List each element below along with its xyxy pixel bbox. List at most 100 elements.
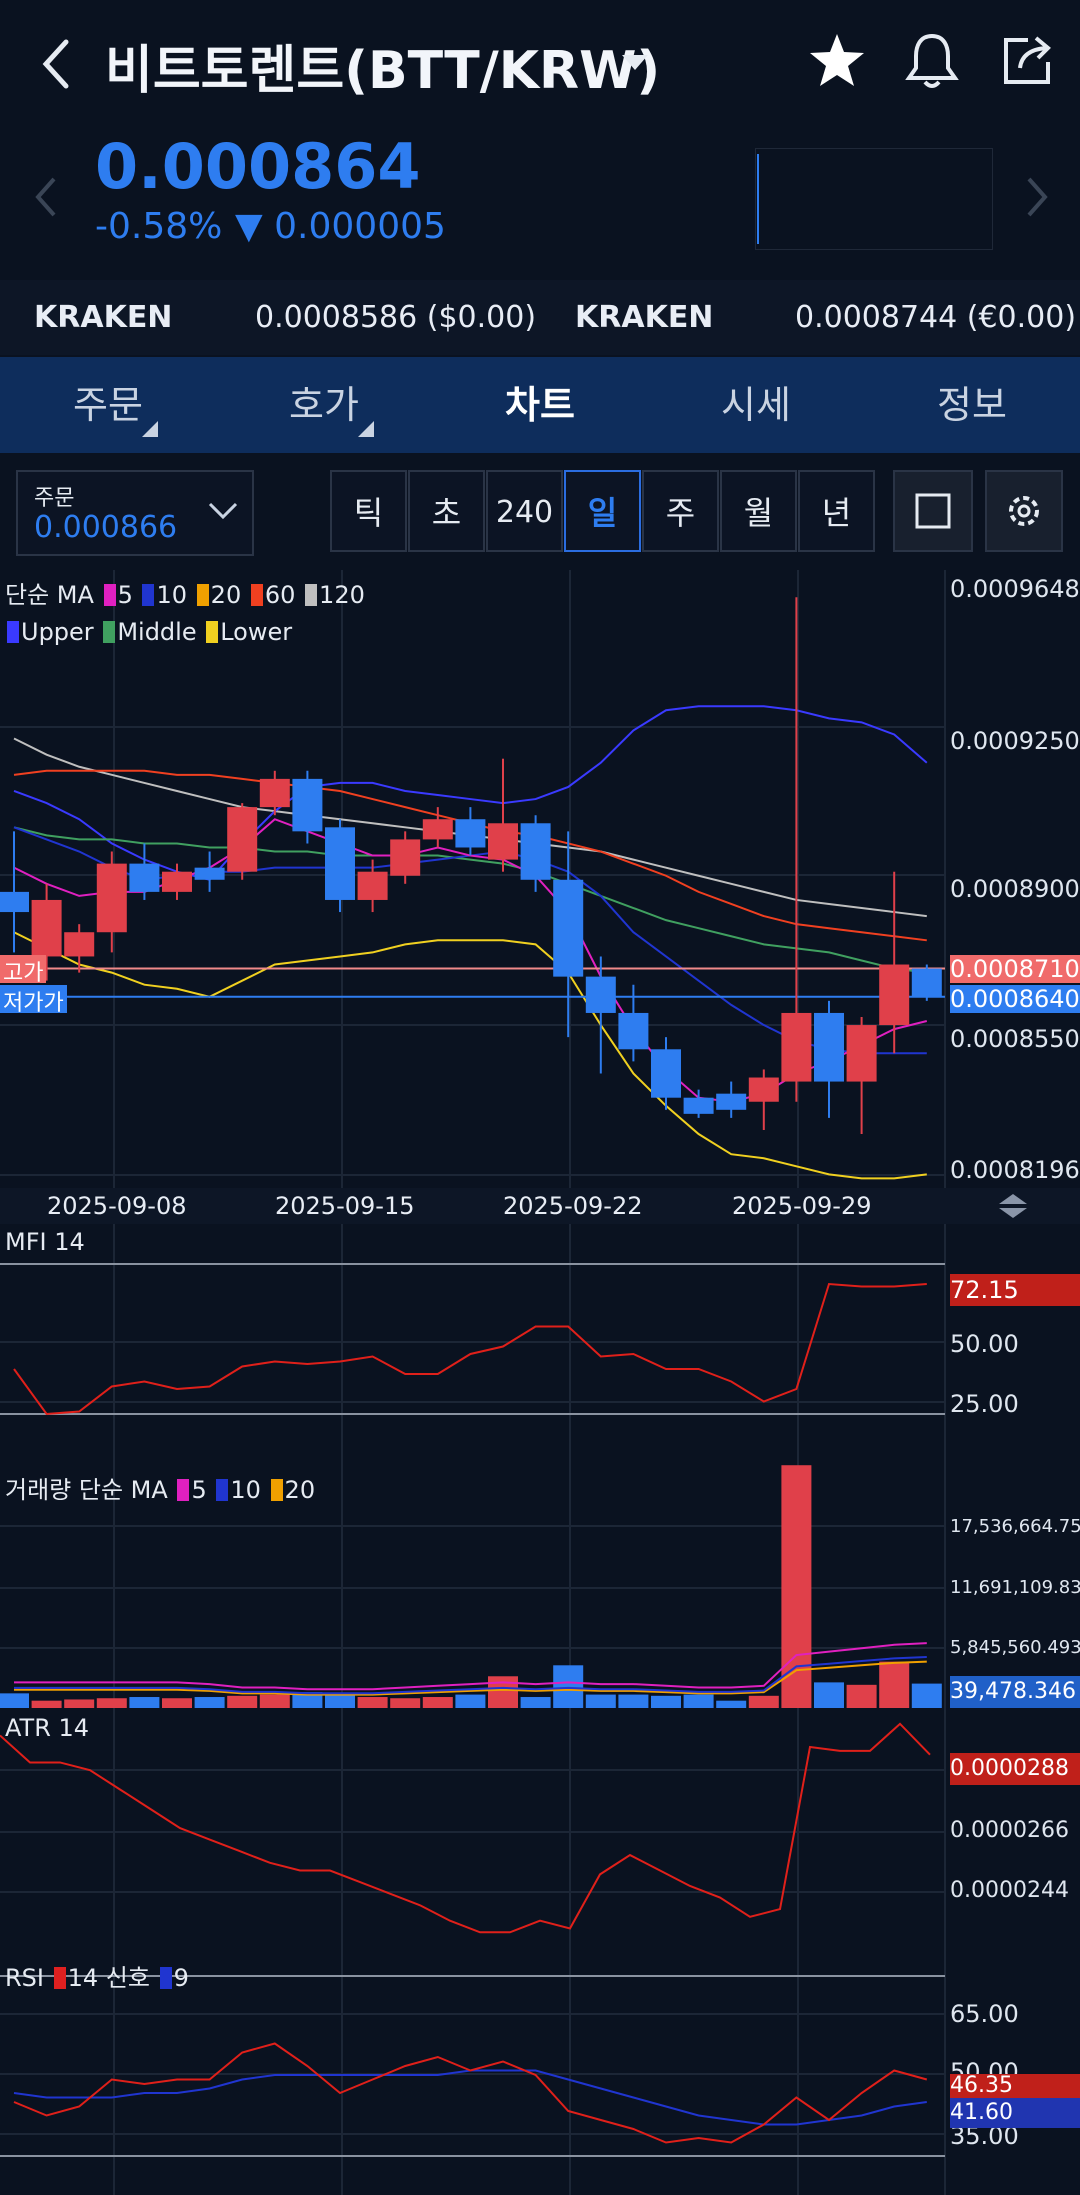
exchange-value: 0.0008744 (€0.00) [795,300,1077,335]
volume-value-tag: 39,478.346 [950,1676,1080,1708]
candle-body [357,871,388,900]
candle-body [488,823,518,860]
layout-square-icon[interactable] [893,470,973,552]
legend-label: Middle [117,618,197,646]
timeframe-year[interactable]: 년 [798,470,875,552]
volume-bar [520,1697,551,1708]
timeframe-240min[interactable]: 240분 [486,470,563,612]
candle-body [129,863,160,892]
main-tabs: 주문 호가 차트 시세 정보 [0,357,1080,453]
mfi-title: MFI 14 [5,1228,85,1256]
prev-chevron-icon[interactable] [34,175,58,223]
price-axis-label: 0.0009250 [950,727,1080,755]
exchange-name: KRAKEN [34,300,173,335]
tab-chart[interactable]: 차트 [505,383,575,427]
volume-bar [455,1694,486,1708]
volume-bar [194,1697,225,1708]
rsi-axis-label: 65.00 [950,2000,1019,2028]
mfi-axis-label: 25.00 [950,1390,1019,1418]
change-percent: -0.58% [95,206,223,247]
tab-orderbook[interactable]: 호가 [216,357,432,453]
legend-label: 14 신호 [67,1964,150,1992]
bell-icon[interactable] [904,32,960,94]
legend-swatch [196,584,209,606]
star-icon[interactable] [808,32,866,92]
candle-body [585,976,616,1013]
candle-body [683,1097,714,1114]
timeframe-week[interactable]: 주 [642,470,719,552]
bb-upper-line [13,705,928,881]
tab-info[interactable]: 정보 [937,383,1007,427]
volume-legend: 거래량 단순 MA 5 10 20 [5,1470,315,1505]
volume-bar [31,1700,62,1708]
candle-body [455,819,486,848]
gear-icon[interactable] [985,470,1063,552]
legend-label: 10 [156,581,188,609]
mini-chart[interactable] [755,148,993,250]
candle-body [618,1012,649,1050]
legend-swatch [7,621,19,643]
volume-axis-label: 17,536,664.755 [950,1516,1080,1537]
back-icon[interactable] [36,34,76,94]
mfi-value-tag: 72.15 [950,1274,1080,1306]
price-axis-label: 0.0008196 [950,1156,1080,1184]
candlestick-chart[interactable] [0,570,1080,1220]
candle-body [651,1049,681,1098]
volume-chart[interactable] [0,1464,1080,1710]
chevron-down-icon [208,502,238,524]
timeframe-second[interactable]: 초 [408,470,485,552]
rsi-chart[interactable] [0,1956,1080,2195]
volume-bar [259,1694,290,1708]
volume-axis-label: 5,845,560.493 [950,1637,1080,1658]
candle-body [748,1077,779,1102]
ma-legend: 단순 MA 5 10 20 60 120 [5,575,365,610]
legend-swatch [53,1967,66,1989]
next-chevron-icon[interactable] [1025,175,1049,223]
volume-bar [846,1684,877,1708]
legend-swatch [103,584,116,606]
candle-body [259,778,290,808]
timeframe-month[interactable]: 월 [720,470,797,552]
legend-label: 120 [319,581,365,609]
candle-body [64,932,95,957]
atr-title: ATR 14 [5,1714,90,1742]
volume-ma20-line [14,1660,927,1696]
volume-bar [129,1697,160,1708]
volume-bar [390,1698,421,1708]
legend-label: Lower [220,618,293,646]
rsi-title: RSI [5,1964,44,1992]
candle-body [227,807,258,872]
legend-label: 20 [210,581,242,609]
resize-handle-icon[interactable] [997,1194,1029,1222]
legend-label: 60 [264,581,296,609]
legend-swatch [206,621,219,643]
candle-body [422,819,453,840]
candle-body [879,964,910,1026]
share-icon[interactable] [998,32,1054,92]
candle-body [781,1012,812,1082]
legend-swatch [305,584,318,606]
rsi-value-tag: 46.35 [950,2074,1080,2098]
legend-swatch [250,584,263,606]
page-title[interactable]: 비트토렌트(BTT/KRW) [105,41,661,101]
tab-market[interactable]: 시세 [721,383,791,427]
date-label: 2025-09-15 [275,1192,415,1220]
candle-body [31,899,62,957]
candle-body [162,871,192,892]
volume-bar [96,1698,127,1708]
legend-swatch [142,584,155,606]
volume-bar [651,1695,681,1708]
mfi-chart[interactable] [0,1224,1080,1464]
price-axis-label: 0.0008900 [950,875,1080,903]
atr-axis-label: 0.0000244 [950,1878,1069,1903]
order-price-select[interactable]: 주문 0.000866 [16,470,254,556]
caret-down-icon[interactable] [622,55,648,75]
bb-middle-line [13,826,927,974]
timeframe-day[interactable]: 일 [564,470,641,552]
atr-chart[interactable] [0,1710,1080,1956]
rsi-legend: RSI 14 신호 9 [5,1958,189,1993]
tab-order[interactable]: 주문 [0,357,216,453]
timeframe-tick[interactable]: 틱 [330,470,407,552]
legend-label: 9 [173,1964,189,1992]
legend-swatch [159,1967,172,1989]
